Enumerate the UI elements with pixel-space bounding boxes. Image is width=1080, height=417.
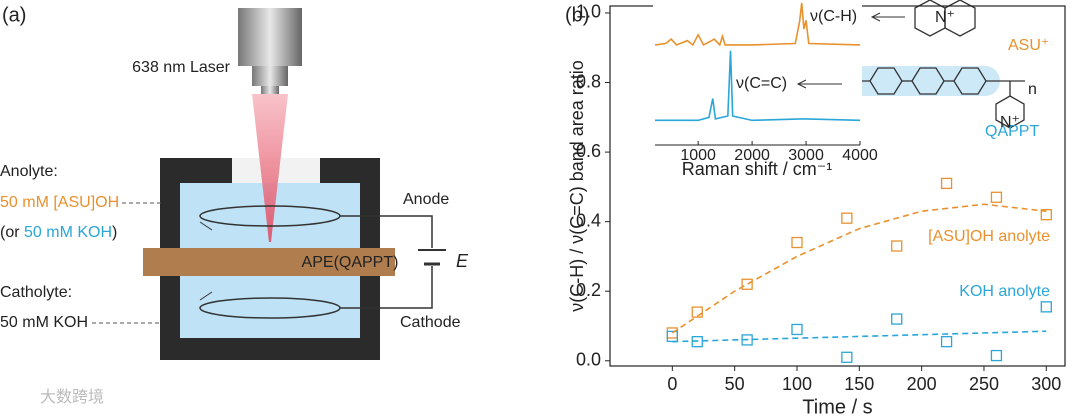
- laser-beam: [252, 94, 288, 242]
- x-tick-label: 300: [1031, 374, 1061, 394]
- y-tick-label: 1.0: [576, 2, 601, 22]
- objective: [238, 8, 302, 66]
- repeat: n: [1028, 81, 1037, 98]
- wire: [340, 215, 433, 248]
- marker: [741, 278, 753, 290]
- ring: [995, 95, 1025, 129]
- inset-tick-label: 3000: [788, 147, 824, 164]
- marker: [891, 240, 903, 252]
- spectrum: [655, 50, 861, 122]
- fit-line: [671, 203, 1047, 334]
- voltage-label: E: [456, 251, 469, 271]
- inset-x-label: Raman shift / cm⁻¹: [682, 159, 833, 179]
- marker: [940, 336, 953, 348]
- inset-tick-label: 4000: [842, 147, 878, 164]
- membrane-label: APE(QAPPT): [302, 254, 399, 271]
- series-label: KOH anolyte: [959, 283, 1050, 300]
- atom: N⁺: [935, 9, 955, 26]
- marker: [691, 306, 703, 318]
- y-tick-label: 0.6: [576, 141, 601, 161]
- catholyte-title: Catholyte:: [0, 284, 72, 301]
- inset-tick-label: 2000: [734, 147, 770, 164]
- catholyte: 50 mM KOH: [0, 314, 88, 331]
- y-axis-label: ν(C-H) / ν(C=C) band area ratio: [567, 60, 587, 312]
- panel-a: (a) 638 nm Laser APE(QAPPT) Anode Cathod…: [0, 4, 469, 406]
- x-axis-label: Time / s: [802, 396, 872, 417]
- marker: [990, 349, 1003, 362]
- arrow-head: [870, 12, 881, 22]
- cathode-label: Cathode: [400, 314, 461, 331]
- atom: N⁺: [1000, 114, 1020, 131]
- structure-name: ASU⁺: [1008, 37, 1049, 54]
- x-tick-label: 150: [844, 374, 874, 394]
- peak-label: ν(C-H): [810, 8, 857, 25]
- x-tick-label: 0: [667, 374, 677, 394]
- text: ): [112, 224, 117, 241]
- peak-label: ν(C=C): [736, 75, 787, 92]
- fit-line: [672, 330, 1047, 343]
- marker: [691, 336, 703, 348]
- cathode-chamber: [180, 276, 360, 338]
- marker: [741, 334, 753, 346]
- marker: [940, 177, 953, 190]
- laser-label: 638 nm Laser: [132, 59, 231, 76]
- inset-tick-label: 1000: [680, 147, 716, 164]
- marker: [891, 313, 903, 325]
- lead: [199, 221, 213, 231]
- panel-label: (b): [565, 4, 589, 26]
- marker: [990, 191, 1003, 203]
- text: 50 mM KOH: [24, 224, 112, 241]
- spectrum: [654, 2, 861, 47]
- text: (or: [0, 224, 24, 241]
- x-tick-label: 250: [969, 374, 999, 394]
- panel-label: (a): [2, 4, 26, 26]
- y-tick-label: 0.0: [576, 350, 601, 370]
- lead: [199, 291, 213, 301]
- anode-label: Anode: [403, 191, 449, 208]
- anolyte-alt: (or 50 mM KOH): [0, 224, 117, 241]
- marker: [841, 351, 853, 363]
- marker: [1040, 209, 1052, 221]
- marker: [791, 236, 803, 249]
- y-tick-label: 0.8: [576, 71, 601, 91]
- structure-name: QAPPT: [985, 123, 1039, 140]
- membrane: [143, 248, 395, 276]
- x-tick-label: 200: [907, 374, 937, 394]
- anolyte-main: 50 mM [ASU]OH: [0, 194, 119, 211]
- panel-b: (b) 0.0 0.2 0.4 0.6 0.8 1.0 0 50 100 150 200 250 300…: [565, 0, 1066, 417]
- x-tick-label: 100: [782, 374, 812, 394]
- arrow-head: [796, 79, 807, 89]
- anolyte-title: Anolyte:: [0, 163, 58, 180]
- watermark: 大数跨境: [40, 387, 104, 406]
- objective-lens: [261, 86, 279, 94]
- y-tick-label: 0.2: [576, 280, 601, 300]
- objective-tip: [252, 66, 288, 86]
- x-tick-label: 50: [725, 374, 745, 394]
- marker: [791, 323, 803, 336]
- highlight: [850, 66, 1000, 96]
- structures: [845, 0, 1025, 129]
- y-tick-label: 0.4: [576, 210, 601, 230]
- marker: [1040, 301, 1052, 313]
- ring: [944, 0, 976, 37]
- series-label: [ASU]OH anolyte: [928, 228, 1050, 245]
- wire: [340, 266, 433, 309]
- marker: [841, 212, 853, 224]
